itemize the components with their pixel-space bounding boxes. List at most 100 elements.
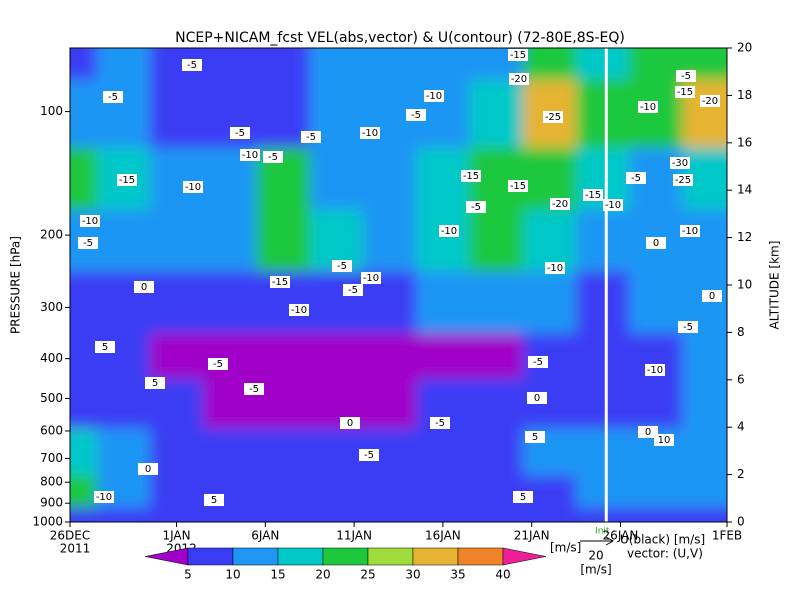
contour-label-box: [263, 151, 283, 163]
speed-cell: [469, 333, 524, 380]
contour-label-box: [676, 70, 696, 82]
contour-label-box: [103, 91, 123, 103]
contour-label-box: [461, 170, 481, 182]
speed-cell: [96, 79, 151, 149]
speed-cell: [576, 48, 631, 81]
contour-label: -5: [213, 359, 223, 370]
contour-label: -25: [675, 175, 691, 186]
speed-cell: [70, 271, 98, 335]
speed-cell: [576, 271, 631, 335]
speed-cell: [149, 79, 205, 149]
speed-cell: [682, 333, 727, 380]
speed-cell: [70, 475, 98, 509]
contour-label-box: [340, 417, 360, 429]
contour-label-box: [182, 59, 202, 71]
contour-label: 5: [211, 495, 217, 506]
speed-cell: [309, 271, 364, 335]
x-tick-label: 21JAN: [514, 529, 550, 543]
contour-label-box: [95, 341, 115, 353]
speed-cell: [629, 475, 684, 509]
speed-cell: [576, 428, 631, 477]
contour-label: -5: [187, 60, 197, 71]
contour-label: -10: [363, 273, 379, 284]
reference-value: 20: [588, 549, 603, 563]
contour-label-box: [359, 449, 379, 461]
contour-label: -5: [235, 128, 245, 139]
contour-label-box: [430, 417, 450, 429]
contour-label: -5: [435, 418, 445, 429]
contour-label: -10: [185, 182, 201, 193]
colorbar-label: 40: [495, 568, 510, 582]
speed-cell: [256, 507, 311, 522]
contour-label-box: [527, 392, 547, 404]
speed-cell: [96, 209, 151, 273]
contour-label: -15: [272, 277, 288, 288]
speed-cell: [362, 378, 418, 430]
speed-cell: [309, 48, 364, 81]
speed-cell: [149, 271, 205, 335]
contour-label-box: [638, 426, 658, 438]
y2-tick-label: 2: [737, 467, 745, 481]
contour-label-box: [645, 364, 665, 376]
contour-label-box: [680, 225, 700, 237]
x-tick-label: 1JAN: [162, 529, 190, 543]
contour-label-box: [332, 260, 352, 272]
speed-cell: [629, 48, 684, 81]
contour-label-box: [270, 276, 290, 288]
legend-note: vector: (U,V): [627, 547, 703, 561]
contour-label-box: [406, 109, 426, 121]
speed-cell: [469, 378, 524, 430]
speed-cell: [70, 428, 98, 477]
contour-label-box: [208, 358, 228, 370]
speed-cell: [203, 507, 258, 522]
contour-label: -10: [647, 365, 663, 376]
contour-label: 5: [520, 492, 526, 503]
x-tick-label: 16JAN: [425, 529, 461, 543]
y2-tick-label: 8: [737, 325, 745, 339]
speed-cell: [70, 333, 98, 380]
speed-cell: [682, 428, 727, 477]
speed-cell: [416, 428, 471, 477]
contour-label: 0: [709, 291, 715, 302]
speed-cell: [576, 507, 631, 522]
contour-label: 0: [145, 464, 151, 475]
speed-cell: [682, 378, 727, 430]
x-tick-label: 26DEC: [50, 529, 90, 543]
y2-tick-label: 16: [737, 135, 752, 149]
contour-label-box: [145, 377, 165, 389]
colorbar-swatch: [457, 547, 504, 566]
colorbar-label: 15: [270, 568, 285, 582]
contour-label-box: [94, 491, 114, 503]
speed-cell: [629, 271, 684, 335]
contour-label-box: [513, 491, 533, 503]
contour-label-box: [439, 225, 459, 237]
contour-label: -10: [82, 216, 98, 227]
colorbar-swatch: [277, 547, 324, 566]
speed-cell: [256, 209, 311, 273]
speed-cell: [70, 378, 98, 430]
contour-label-box: [603, 199, 623, 211]
reference-unit: [m/s]: [580, 563, 611, 577]
speed-cell: [469, 79, 524, 149]
contour-label-box: [230, 127, 250, 139]
contour-label-box: [528, 356, 548, 368]
contour-label: -5: [108, 92, 118, 103]
y-axis-label: PRESSURE [hPa]: [9, 236, 23, 334]
contour-label-box: [424, 90, 444, 102]
colorbar-swatch: [367, 547, 414, 566]
y2-tick-label: 18: [737, 88, 752, 102]
y2-tick-label: 4: [737, 420, 745, 434]
speed-cell: [682, 507, 727, 522]
speed-cell: [576, 378, 631, 430]
contour-label-box: [543, 111, 563, 123]
contour-label-box: [646, 237, 666, 249]
y-tick-label: 900: [40, 496, 63, 510]
speed-cell: [629, 507, 684, 522]
contour-label-box: [673, 174, 693, 186]
contour-label: -5: [83, 238, 93, 249]
contour-label-box: [244, 383, 264, 395]
colorbar-label: 20: [315, 568, 330, 582]
colorbar-label: 35: [450, 568, 465, 582]
speed-cell: [309, 147, 364, 211]
